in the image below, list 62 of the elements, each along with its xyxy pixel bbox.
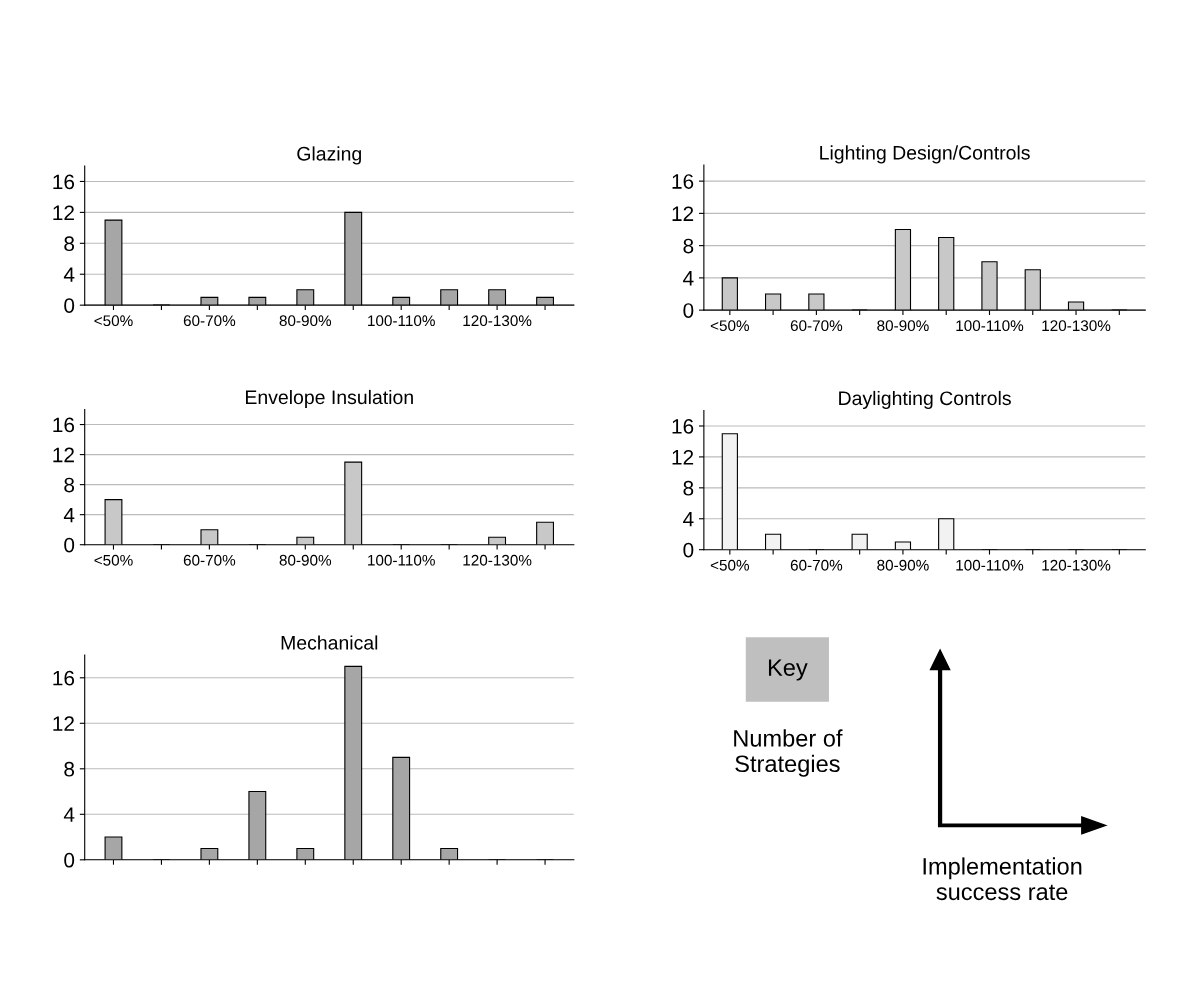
text: Number of Strategies [734, 729, 843, 777]
y-tick-label: 12 [53, 205, 74, 220]
bar [104, 219, 123, 306]
chart-title: Lighting Design/Controls [820, 145, 1030, 164]
x-tick-label: 60-70% [183, 554, 236, 566]
y-tick-label: 0 [64, 537, 75, 553]
bar [440, 289, 459, 306]
y-tick-label: 8 [64, 761, 75, 777]
y-tick-label: 16 [672, 418, 694, 434]
y-tick-label: 8 [64, 236, 75, 252]
y-tick-label: 12 [672, 449, 694, 465]
y-tick-label: 4 [683, 511, 694, 527]
bar [296, 289, 315, 306]
x-tick-label: 60-70% [183, 315, 236, 327]
y-tick-label: 8 [683, 480, 694, 496]
y-tick-label: 12 [53, 447, 74, 463]
y-tick-label: 4 [63, 267, 75, 282]
x-tick-label: <50% [710, 320, 750, 332]
x-tick-label: 60-70% [790, 320, 843, 332]
chart-title: Mechanical [281, 635, 378, 650]
y-tick-label: 16 [53, 670, 75, 686]
x-tick-label: 100-110% [956, 320, 1024, 332]
x-tick-label: 100-110% [368, 315, 435, 327]
y-tick-label: 12 [53, 716, 74, 731]
y-tick-label: 4 [683, 271, 694, 286]
x-tick-label: 80-90% [279, 554, 332, 566]
text: Implementation success rate [923, 857, 1082, 901]
x-tick-label: 80-90% [877, 320, 929, 332]
x-tick-label: 120-130% [463, 554, 532, 566]
x-tick-label: 120-130% [1042, 559, 1111, 571]
x-tick-label: 80-90% [279, 315, 332, 327]
x-tick-label: 120-130% [463, 315, 532, 327]
bar [392, 296, 411, 306]
y-tick-label: 4 [63, 807, 75, 822]
bar [344, 211, 363, 306]
y-tick-label: 0 [64, 298, 75, 313]
chart-title: Glazing [297, 146, 361, 165]
y-tick-label: 0 [683, 303, 694, 318]
y-tick-label: 16 [672, 174, 694, 189]
y-tick-label: 12 [672, 206, 694, 221]
bar [488, 289, 507, 306]
bar [200, 296, 219, 306]
y-tick-label: 4 [63, 507, 75, 523]
y-tick-label: 16 [53, 174, 75, 190]
x-tick-label: 60-70% [790, 559, 843, 571]
x-tick-label: 100-110% [368, 554, 435, 566]
chart-title: Daylighting Controls [839, 390, 1011, 409]
bar [536, 296, 555, 306]
x-tick-label: <50% [710, 559, 750, 571]
x-tick-label: 120-130% [1042, 320, 1111, 332]
x-tick-label: <50% [94, 554, 133, 566]
y-tick-label: 8 [64, 477, 75, 493]
y-tick-label: 8 [683, 238, 694, 254]
y-tick-label: 16 [53, 417, 75, 433]
chart-title: Envelope Insulation [246, 389, 413, 409]
x-tick-label: 100-110% [956, 559, 1024, 571]
text: Key [768, 659, 808, 681]
bar [248, 296, 267, 306]
y-tick-label: 0 [683, 542, 694, 558]
x-tick-label: 80-90% [877, 559, 929, 571]
x-tick-label: <50% [94, 315, 133, 327]
y-tick-label: 0 [64, 852, 75, 868]
